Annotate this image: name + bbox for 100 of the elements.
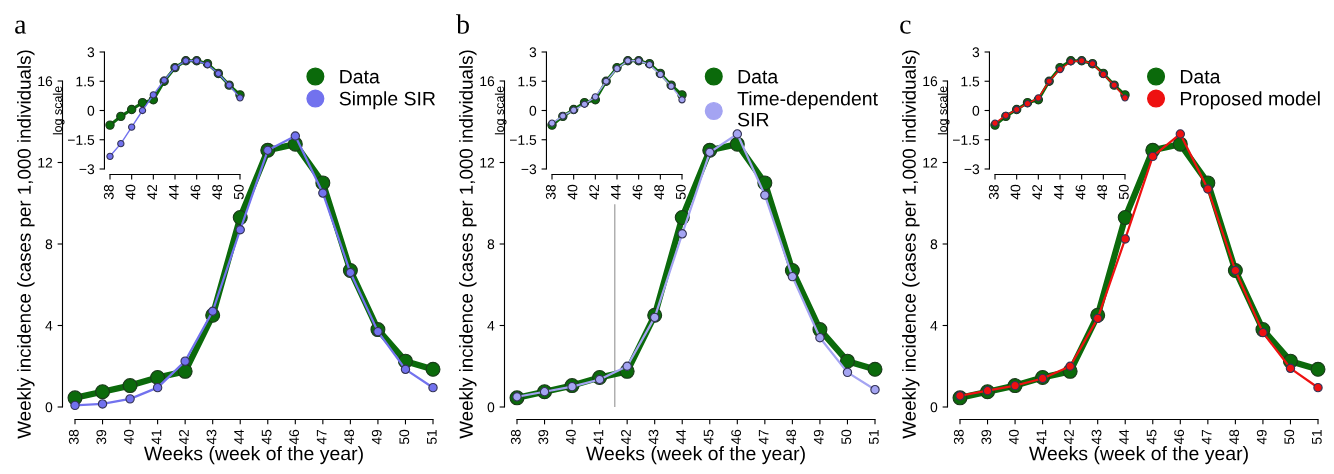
chart-title: b (456, 14, 469, 34)
x-tick-label: 49 (813, 429, 824, 445)
x-axis-title: Weeks (week of the year) (144, 446, 363, 465)
x-tick-label: 48 (344, 429, 355, 445)
y-axis-title: log scale (494, 86, 507, 135)
x-tick-label: 39 (981, 429, 992, 445)
x-tick-label: 41 (151, 429, 162, 445)
y-tick-label: 12 (480, 157, 495, 168)
x-tick-label: 45 (261, 429, 272, 445)
x-tick-label: 48 (1097, 184, 1108, 200)
x-tick-label: 48 (212, 184, 223, 200)
x-tick-label: 43 (1091, 429, 1102, 445)
x-tick-label: 51 (427, 429, 437, 445)
x-tick-label: 40 (565, 429, 576, 445)
x-tick-label: 51 (869, 429, 879, 445)
x-tick-label: 41 (1036, 429, 1047, 445)
y-tick-label: 0 (87, 105, 95, 116)
x-tick-label: 40 (123, 429, 134, 445)
x-tick-label: 51 (1312, 429, 1322, 445)
y-tick-label: 3 (87, 47, 95, 58)
y-tick-label: 3 (972, 47, 980, 58)
y-tick-label: 1.5 (76, 76, 95, 87)
y-tick-label: 4 (487, 320, 495, 331)
x-tick-label: 42 (589, 184, 599, 200)
x-tick-label: 47 (1201, 429, 1212, 445)
chart-title: a (15, 20, 27, 34)
x-tick-label: 40 (1010, 184, 1021, 200)
x-tick-label: 43 (648, 429, 659, 445)
x-tick-label: 39 (96, 429, 107, 445)
x-tick-label: 47 (316, 429, 327, 445)
x-tick-label: 45 (1146, 429, 1157, 445)
y-tick-label: 0 (45, 402, 53, 413)
y-axis-title: Weekly incidence (cases per 1,000 individuals) (17, 50, 35, 439)
x-tick-label: 48 (786, 429, 797, 445)
y-tick-label: 4 (45, 320, 53, 331)
y-tick-label: 8 (930, 239, 938, 250)
y-tick-label: 8 (45, 239, 53, 250)
x-tick-label: 50 (1284, 429, 1295, 445)
x-tick-label: 41 (593, 429, 604, 445)
x-tick-label: 44 (611, 184, 621, 200)
x-tick-label: 44 (1054, 184, 1064, 200)
y-tick-label: 0 (972, 105, 980, 116)
x-tick-label: 46 (190, 184, 201, 200)
y-tick-label: −3 (964, 164, 980, 175)
y-tick-label: 16 (923, 76, 938, 87)
x-tick-label: 49 (371, 429, 382, 445)
x-tick-label: 42 (147, 184, 157, 200)
y-axis-title: Weekly incidence (cases per 1,000 individuals) (459, 50, 477, 439)
x-tick-label: 46 (1174, 429, 1185, 445)
x-axis-title: Weeks (week of the year) (1029, 446, 1248, 465)
y-tick-label: −1.5 (952, 135, 980, 145)
x-tick-label: 47 (758, 429, 769, 445)
x-tick-label: 44 (169, 184, 179, 200)
x-tick-label: 38 (510, 429, 521, 445)
x-tick-label: 46 (289, 429, 300, 445)
x-tick-label: 38 (545, 184, 556, 200)
x-tick-label: 39 (538, 429, 549, 445)
x-tick-label: 40 (567, 184, 578, 200)
x-tick-label: 50 (233, 184, 244, 200)
y-tick-label: 16 (38, 76, 53, 87)
chart-title: c (900, 20, 911, 34)
x-axis-title: Weeks (week of the year) (586, 446, 805, 465)
y-tick-label: 12 (38, 157, 53, 168)
x-tick-label: 45 (703, 429, 714, 445)
x-tick-label: 38 (68, 429, 79, 445)
x-tick-label: 44 (676, 429, 686, 445)
x-tick-label: 50 (1118, 184, 1129, 200)
y-tick-label: 0 (487, 402, 495, 413)
x-tick-label: 38 (953, 429, 964, 445)
legend-label: Proposed model (1180, 91, 1320, 110)
legend-label: Time-dependent SIR (737, 91, 878, 127)
x-tick-label: 50 (841, 429, 852, 445)
y-tick-label: −1.5 (67, 135, 95, 145)
y-tick-label: 1.5 (961, 76, 980, 87)
y-tick-label: −3 (79, 164, 95, 175)
y-tick-label: 1.5 (518, 76, 537, 87)
y-tick-label: −3 (521, 164, 537, 175)
x-tick-label: 42 (621, 429, 631, 445)
x-tick-label: 48 (1229, 429, 1240, 445)
y-tick-label: 8 (487, 239, 495, 250)
y-tick-label: 16 (480, 76, 495, 87)
legend-label: Data (738, 69, 779, 84)
y-axis-title: log scale (52, 86, 65, 135)
x-tick-label: 50 (399, 429, 410, 445)
y-tick-label: 0 (529, 105, 537, 116)
x-tick-label: 42 (1032, 184, 1042, 200)
x-tick-label: 50 (675, 184, 686, 200)
x-tick-label: 40 (1008, 429, 1019, 445)
x-tick-label: 46 (731, 429, 742, 445)
x-tick-label: 43 (206, 429, 217, 445)
y-tick-label: 4 (930, 320, 938, 331)
x-tick-label: 49 (1256, 429, 1267, 445)
legend-label: Data (1180, 69, 1221, 84)
y-axis-title: Weekly incidence (cases per 1,000 individuals) (902, 50, 920, 439)
y-tick-label: 3 (529, 47, 537, 58)
x-tick-label: 38 (988, 184, 999, 200)
y-tick-label: −1.5 (509, 135, 537, 145)
legend-label: Simple SIR (339, 91, 436, 110)
x-tick-label: 46 (632, 184, 643, 200)
x-tick-label: 44 (1119, 429, 1129, 445)
